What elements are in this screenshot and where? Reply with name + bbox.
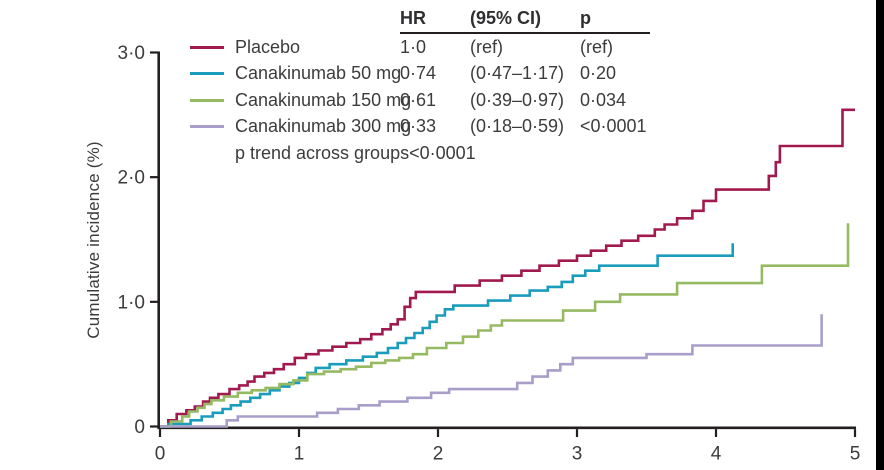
stats-cell: (ref) (470, 37, 503, 57)
p-trend-note: p trend across groups<0·0001 (235, 143, 476, 163)
legend-label-canakinumab-150: Canakinumab 150 mg (235, 90, 412, 110)
stats-cell: (0·39–0·97) (470, 90, 565, 110)
legend-swatch (190, 125, 224, 128)
x-tick-label: 1 (294, 444, 305, 465)
x-tick-label: 2 (433, 444, 444, 465)
x-tick-label: 5 (850, 444, 861, 465)
right-edge-bar (876, 0, 884, 470)
legend-label-placebo: Placebo (235, 37, 301, 57)
legend-label-canakinumab-50: Canakinumab 50 mg (235, 63, 402, 83)
legend-swatch (190, 46, 224, 49)
stats-cell: (0·47–1·17) (470, 63, 565, 83)
y-axis-title: Cumulative incidence (%) (84, 141, 103, 339)
stats-cell: (ref) (580, 37, 613, 57)
y-tick-label: 0 (134, 417, 145, 438)
x-tick-label: 3 (572, 444, 583, 465)
stats-cell: 0·74 (400, 63, 437, 83)
series-line-placebo (160, 108, 855, 428)
stats-header-p: p (580, 8, 591, 28)
stats-cell: (0·18–0·59) (470, 116, 565, 136)
stats-header-rule (400, 32, 650, 34)
stats-cell: <0·0001 (580, 116, 647, 136)
stats-cell: 0·20 (580, 63, 617, 83)
x-tick-label: 4 (711, 444, 722, 465)
legend-swatch (190, 99, 224, 102)
y-tick-label: 2·0 (118, 168, 145, 189)
stats-cell: 1·0 (400, 37, 427, 57)
series-line-canakinumab-150-mg (160, 223, 850, 428)
stats-header-ci: (95% CI) (470, 8, 542, 28)
stats-header-hr: HR (400, 8, 426, 28)
legend-label-canakinumab-300: Canakinumab 300 mg (235, 116, 412, 136)
y-tick-label: 3·0 (118, 43, 145, 64)
stats-cell: 0·33 (400, 116, 437, 136)
legend-swatch (190, 72, 224, 75)
x-tick-label: 0 (155, 444, 166, 465)
y-tick-label: 1·0 (118, 292, 145, 313)
series-line-canakinumab-50-mg (160, 243, 734, 428)
series-line-canakinumab-300-mg (160, 314, 823, 428)
stats-cell: 0·034 (580, 90, 627, 110)
stats-cell: 0·61 (400, 90, 437, 110)
